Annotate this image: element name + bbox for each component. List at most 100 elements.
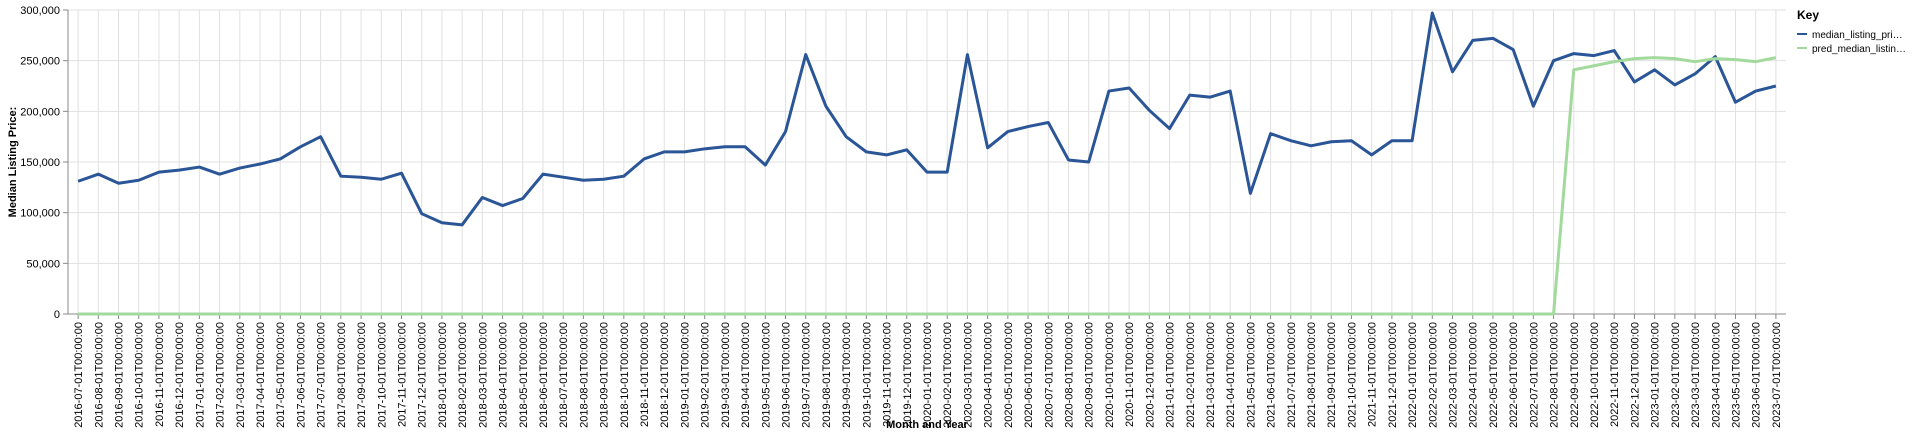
x-tick-label: 2018-12-01T00:00:00 — [659, 322, 671, 428]
x-tick-label: 2017-10-01T00:00:00 — [376, 322, 388, 428]
x-tick-label: 2019-05-01T00:00:00 — [760, 322, 772, 428]
x-tick-label: 2017-04-01T00:00:00 — [255, 322, 267, 428]
line-series — [78, 56, 1777, 316]
x-tick-label: 2020-03-01T00:00:00 — [962, 322, 974, 428]
x-tick-label: 2017-01-01T00:00:00 — [194, 322, 206, 428]
x-tick-label: 2021-12-01T00:00:00 — [1387, 322, 1399, 428]
x-tick-label: 2022-11-01T00:00:00 — [1609, 322, 1621, 427]
x-tick-label: 2017-12-01T00:00:00 — [417, 322, 429, 428]
x-tick-label: 2023-03-01T00:00:00 — [1690, 322, 1702, 428]
x-tick-label: 2018-02-01T00:00:00 — [457, 322, 469, 428]
y-tick-label: 50,000 — [26, 258, 60, 270]
x-tick-label: 2023-02-01T00:00:00 — [1670, 322, 1682, 428]
x-tick-label: 2021-11-01T00:00:00 — [1367, 322, 1379, 427]
x-tick-label: 2016-12-01T00:00:00 — [174, 322, 186, 428]
x-tick-label: 2023-05-01T00:00:00 — [1730, 322, 1742, 428]
x-tick-label: 2020-06-01T00:00:00 — [1023, 322, 1035, 428]
x-tick-label: 2020-04-01T00:00:00 — [983, 322, 995, 428]
x-tick-label: 2018-06-01T00:00:00 — [538, 322, 550, 428]
y-tick-label: 200,000 — [20, 106, 60, 118]
x-tick-label: 2021-03-01T00:00:00 — [1205, 322, 1217, 428]
x-tick-label: 2023-07-01T00:00:00 — [1771, 322, 1783, 428]
x-tick-label: 2021-02-01T00:00:00 — [1185, 322, 1197, 428]
x-tick-label: 2022-05-01T00:00:00 — [1488, 322, 1500, 428]
x-tick-label: 2022-06-01T00:00:00 — [1508, 322, 1520, 428]
x-axis-title: Month and Year — [886, 419, 968, 431]
x-tick-label: 2018-03-01T00:00:00 — [477, 322, 489, 428]
x-tick-label: 2017-09-01T00:00:00 — [356, 322, 368, 428]
x-tick-label: 2021-10-01T00:00:00 — [1346, 322, 1358, 428]
x-tick-label: 2018-10-01T00:00:00 — [619, 322, 631, 428]
x-tick-label: 2022-09-01T00:00:00 — [1569, 322, 1581, 428]
x-tick-label: 2022-07-01T00:00:00 — [1528, 322, 1540, 428]
x-tick-label: 2022-01-01T00:00:00 — [1407, 322, 1419, 428]
x-tick-label: 2022-08-01T00:00:00 — [1549, 322, 1561, 428]
x-tick-label: 2023-04-01T00:00:00 — [1710, 322, 1722, 428]
x-tick-label: 2019-09-01T00:00:00 — [841, 322, 853, 428]
x-tick-label: 2020-09-01T00:00:00 — [1084, 322, 1096, 428]
x-tick-label: 2020-05-01T00:00:00 — [1003, 322, 1015, 428]
x-tick-label: 2020-01-01T00:00:00 — [922, 322, 934, 428]
x-tick-label: 2021-07-01T00:00:00 — [1286, 322, 1298, 428]
x-tick-label: 2021-06-01T00:00:00 — [1266, 322, 1278, 428]
x-tick-label: 2017-03-01T00:00:00 — [235, 322, 247, 428]
x-tick-label: 2021-08-01T00:00:00 — [1306, 322, 1318, 428]
x-tick-label: 2016-09-01T00:00:00 — [114, 322, 126, 428]
y-tick-label: 250,000 — [20, 56, 60, 68]
x-tick-label: 2019-10-01T00:00:00 — [861, 322, 873, 428]
x-tick-label: 2021-04-01T00:00:00 — [1225, 322, 1237, 428]
x-tick-label: 2023-01-01T00:00:00 — [1650, 322, 1662, 428]
x-tick-label: 2020-08-01T00:00:00 — [1063, 322, 1075, 428]
x-tick-label: 2021-01-01T00:00:00 — [1165, 322, 1177, 428]
x-tick-label: 2019-08-01T00:00:00 — [821, 322, 833, 428]
x-tick-label: 2017-11-01T00:00:00 — [396, 322, 408, 427]
x-tick-label: 2019-12-01T00:00:00 — [902, 322, 914, 428]
x-tick-label: 2019-06-01T00:00:00 — [781, 322, 793, 428]
x-tick-label: 2018-11-01T00:00:00 — [639, 322, 651, 427]
x-tick-label: 2022-03-01T00:00:00 — [1448, 322, 1460, 428]
line-series — [77, 11, 1777, 227]
x-tick-label: 2016-10-01T00:00:00 — [134, 322, 146, 428]
x-tick-label: 2017-06-01T00:00:00 — [295, 322, 307, 428]
x-tick-label: 2022-12-01T00:00:00 — [1629, 322, 1641, 428]
x-tick-label: 2020-11-01T00:00:00 — [1124, 322, 1136, 427]
y-tick-label: 100,000 — [20, 208, 60, 220]
x-tick-label: 2022-10-01T00:00:00 — [1589, 322, 1601, 428]
x-tick-label: 2022-02-01T00:00:00 — [1427, 322, 1439, 428]
x-tick-label: 2017-08-01T00:00:00 — [336, 322, 348, 428]
x-tick-label: 2018-09-01T00:00:00 — [599, 322, 611, 428]
x-tick-label: 2019-11-01T00:00:00 — [882, 322, 894, 427]
y-tick-label: 150,000 — [20, 157, 60, 169]
x-tick-label: 2018-04-01T00:00:00 — [498, 322, 510, 428]
x-tick-label: 2020-10-01T00:00:00 — [1104, 322, 1116, 428]
x-tick-label: 2019-04-01T00:00:00 — [740, 322, 752, 428]
legend-title: Key — [1797, 8, 1819, 22]
x-tick-label: 2016-11-01T00:00:00 — [154, 322, 166, 427]
x-tick-label: 2018-05-01T00:00:00 — [518, 322, 530, 428]
x-tick-label: 2020-12-01T00:00:00 — [1144, 322, 1156, 428]
x-tick-label: 2018-01-01T00:00:00 — [437, 322, 449, 428]
x-tick-label: 2021-09-01T00:00:00 — [1326, 322, 1338, 428]
x-tick-label: 2023-06-01T00:00:00 — [1751, 322, 1763, 428]
x-tick-label: 2019-07-01T00:00:00 — [801, 322, 813, 428]
y-axis-title: Median Listing Price: — [7, 107, 19, 218]
x-tick-label: 2016-08-01T00:00:00 — [93, 322, 105, 428]
x-tick-label: 2020-07-01T00:00:00 — [1043, 322, 1055, 428]
x-tick-label: 2019-03-01T00:00:00 — [720, 322, 732, 428]
x-tick-label: 2019-02-01T00:00:00 — [700, 322, 712, 428]
x-tick-label: 2017-02-01T00:00:00 — [215, 322, 227, 428]
x-tick-label: 2021-05-01T00:00:00 — [1245, 322, 1257, 428]
y-tick-label: 300,000 — [20, 5, 60, 17]
x-tick-label: 2020-02-01T00:00:00 — [942, 322, 954, 428]
legend-label: median_listing_pri… — [1812, 30, 1903, 41]
legend-label: pred_median_listin… — [1812, 44, 1906, 55]
x-tick-label: 2017-07-01T00:00:00 — [316, 322, 328, 428]
x-tick-label: 2019-01-01T00:00:00 — [679, 322, 691, 428]
x-tick-label: 2018-07-01T00:00:00 — [558, 322, 570, 428]
x-tick-label: 2017-05-01T00:00:00 — [275, 322, 287, 428]
x-tick-label: 2018-08-01T00:00:00 — [578, 322, 590, 428]
y-tick-label: 0 — [54, 309, 60, 321]
x-tick-label: 2022-04-01T00:00:00 — [1468, 322, 1480, 428]
x-tick-label: 2016-07-01T00:00:00 — [73, 322, 85, 428]
